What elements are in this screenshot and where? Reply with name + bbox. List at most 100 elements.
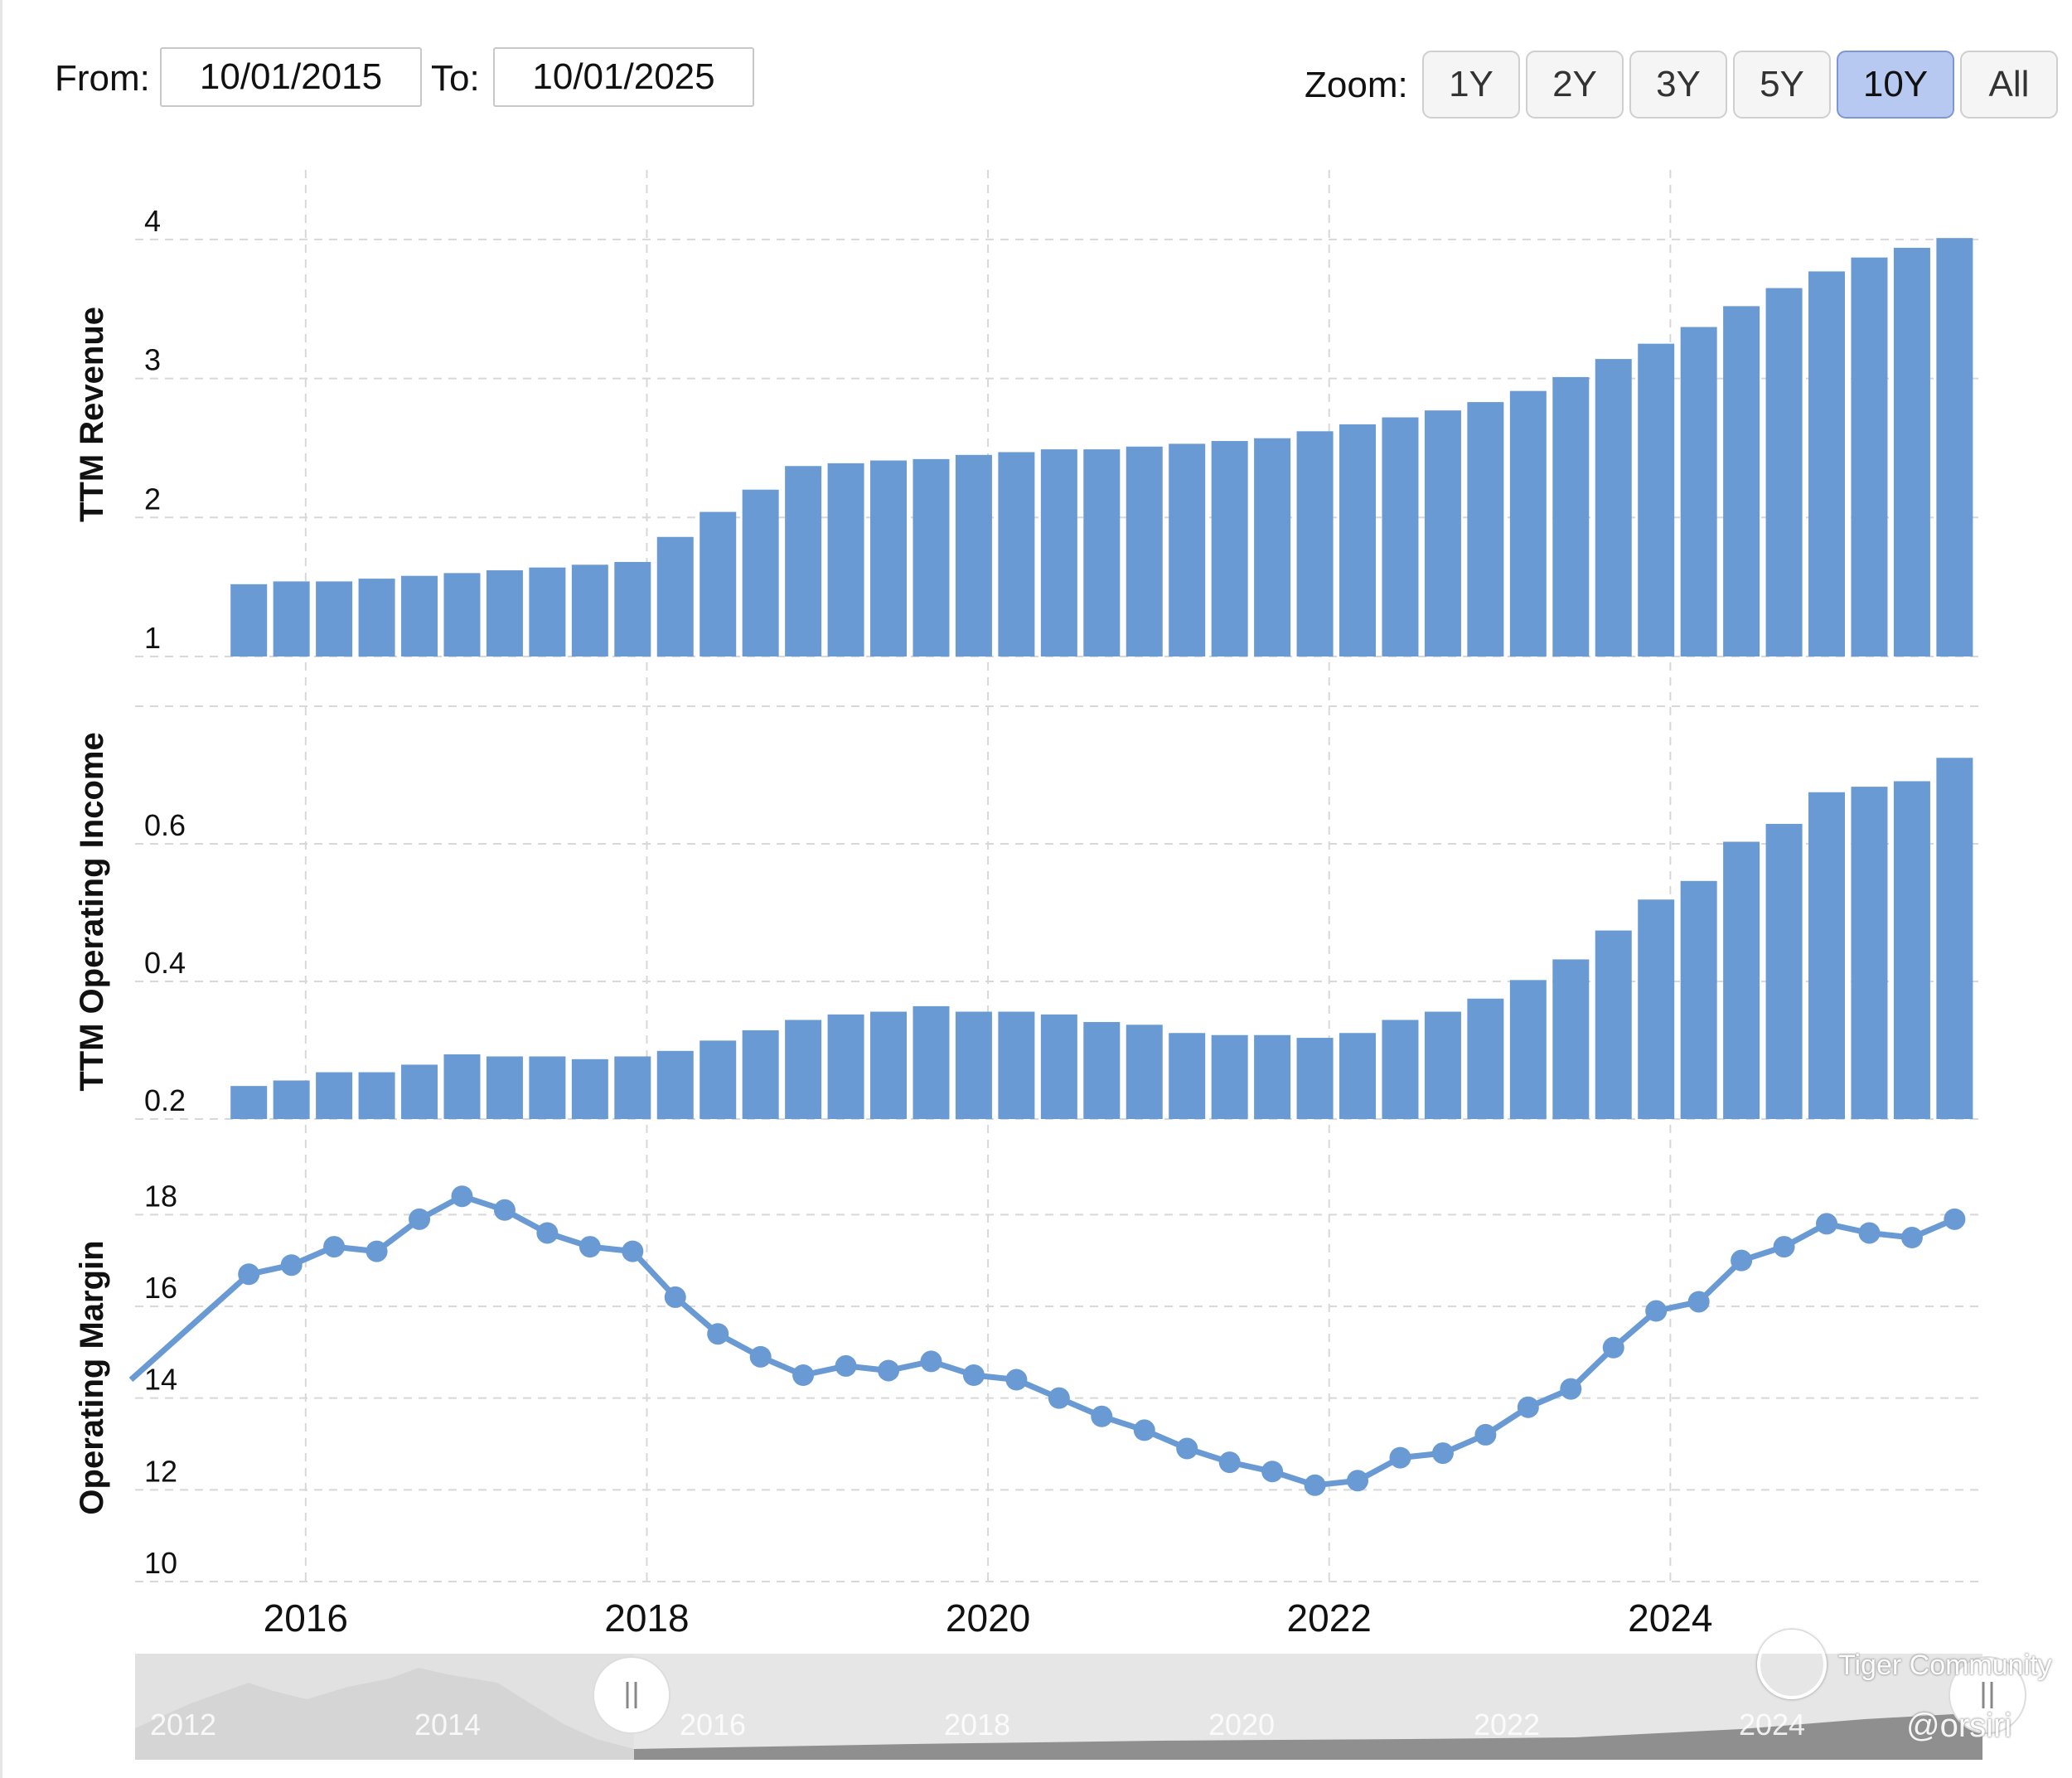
x-tick-label-2022: 2022: [1287, 1596, 1372, 1640]
bar-2022-12: [1467, 402, 1504, 656]
zoom-label: Zoom:: [1305, 65, 1408, 105]
margin-point-2023-09: [1602, 1336, 1624, 1359]
zoom-2y-button[interactable]: 2Y: [1526, 51, 1624, 119]
bar-2017-12: [614, 561, 651, 656]
bar-2022-03: [1339, 424, 1377, 656]
margin-point-2023-06: [1560, 1378, 1582, 1400]
margin-point-2021-12: [1304, 1474, 1326, 1496]
margin-point-2018-06: [707, 1323, 729, 1345]
y-tick-label: 12: [144, 1454, 177, 1488]
bar-2018-03: [656, 536, 694, 656]
zoom-3y-button[interactable]: 3Y: [1629, 51, 1727, 119]
bar-2019-06: [870, 460, 908, 656]
zoom-10y-button[interactable]: 10Y: [1837, 51, 1954, 119]
margin-point-2018-09: [749, 1345, 772, 1368]
bar-2017-03: [486, 1056, 523, 1119]
y-axis-label: TTM Revenue: [74, 307, 110, 522]
margin-point-2025-03: [1858, 1222, 1881, 1244]
handle-knob: [593, 1656, 670, 1734]
bar-2023-09: [1595, 359, 1632, 656]
zoom-1y-button[interactable]: 1Y: [1422, 51, 1520, 119]
margin-point-2022-09: [1431, 1442, 1454, 1465]
margin-point-2021-06: [1218, 1451, 1241, 1474]
navigator-handle-left[interactable]: [593, 1656, 670, 1734]
margin-point-2024-03: [1687, 1291, 1710, 1313]
bar-2016-12: [443, 573, 481, 656]
bar-2023-12: [1638, 343, 1675, 656]
bar-2019-03: [827, 1014, 864, 1119]
margin-point-2020-03: [1005, 1369, 1028, 1391]
y-axis-label: Operating Margin: [74, 1240, 110, 1514]
bar-2019-09: [913, 458, 950, 656]
watermark-handle: @orsiri: [1906, 1708, 2012, 1744]
y-tick-label: 10: [144, 1546, 177, 1580]
y-tick-label: 0.4: [144, 946, 186, 980]
bar-2021-03: [1169, 443, 1206, 656]
zoom-5y-button[interactable]: 5Y: [1733, 51, 1831, 119]
y-tick-label: 3: [144, 343, 161, 377]
bar-2016-09: [401, 1064, 438, 1119]
y-tick-label: 0.6: [144, 808, 186, 842]
bar-2024-09: [1765, 288, 1803, 656]
margin-point-2025-06: [1900, 1227, 1923, 1248]
zoom-all-button[interactable]: All: [1960, 51, 2058, 119]
y-tick-label: 0.2: [144, 1083, 186, 1117]
margin-point-2019-12: [962, 1364, 985, 1386]
margin-point-2015-12: [280, 1254, 303, 1277]
y-tick-label: 16: [144, 1271, 177, 1305]
bar-2018-06: [700, 511, 737, 656]
watermark-logo: [1757, 1630, 1827, 1699]
bar-2025-06: [1893, 247, 1930, 656]
navigator-year-label-2012: 2012: [150, 1708, 216, 1742]
bar-2020-12: [1126, 1025, 1163, 1119]
bar-2018-12: [785, 466, 822, 656]
bar-2022-06: [1382, 417, 1419, 656]
bar-2024-06: [1723, 306, 1760, 656]
x-tick-label-2016: 2016: [264, 1596, 348, 1640]
bar-2023-09: [1595, 930, 1632, 1119]
margin-point-2019-03: [835, 1354, 857, 1377]
margin-point-2024-06: [1731, 1249, 1753, 1272]
bar-2020-03: [998, 1011, 1035, 1119]
bar-2025-03: [1851, 257, 1888, 656]
bar-2021-03: [1169, 1033, 1206, 1119]
bar-2018-09: [742, 489, 779, 656]
bar-2021-06: [1211, 441, 1248, 656]
margin-point-2022-06: [1389, 1446, 1411, 1469]
bar-2019-06: [870, 1011, 908, 1119]
navigator-year-label-2014: 2014: [414, 1708, 481, 1742]
to-date-input[interactable]: 10/01/2025: [493, 47, 754, 107]
bar-2017-09: [571, 1059, 608, 1119]
margin-point-2022-12: [1474, 1423, 1497, 1446]
bar-2024-09: [1765, 823, 1803, 1119]
bar-2021-09: [1254, 1034, 1291, 1119]
bar-2019-12: [955, 454, 992, 656]
navigator-handle-right[interactable]: [1949, 1656, 2026, 1734]
bar-2021-12: [1296, 431, 1334, 656]
x-tick-label-2020: 2020: [946, 1596, 1030, 1640]
bar-2019-03: [827, 463, 864, 656]
bar-2020-09: [1083, 1021, 1121, 1119]
margin-point-2021-03: [1176, 1437, 1198, 1460]
from-date-input[interactable]: 10/01/2015: [160, 47, 422, 107]
bar-2021-06: [1211, 1034, 1248, 1119]
bar-2025-09: [1936, 238, 1973, 656]
bar-2023-12: [1638, 899, 1675, 1119]
bar-2024-12: [1808, 792, 1846, 1119]
navigator-year-label-2018: 2018: [944, 1708, 1010, 1742]
navigator-year-label-2020: 2020: [1208, 1708, 1275, 1742]
margin-point-2016-12: [451, 1185, 473, 1208]
bar-2016-03: [316, 581, 353, 656]
bar-2015-12: [273, 581, 310, 656]
margin-point-2016-06: [366, 1240, 388, 1262]
bar-2017-12: [614, 1056, 651, 1119]
bar-2025-03: [1851, 787, 1888, 1119]
bar-2025-06: [1893, 781, 1930, 1119]
y-tick-label: 14: [144, 1363, 177, 1397]
bar-2021-12: [1296, 1038, 1334, 1119]
bar-2024-06: [1723, 841, 1760, 1119]
margin-point-2015-09: [238, 1263, 260, 1286]
bar-2020-03: [998, 452, 1035, 656]
bar-2023-03: [1509, 980, 1547, 1119]
